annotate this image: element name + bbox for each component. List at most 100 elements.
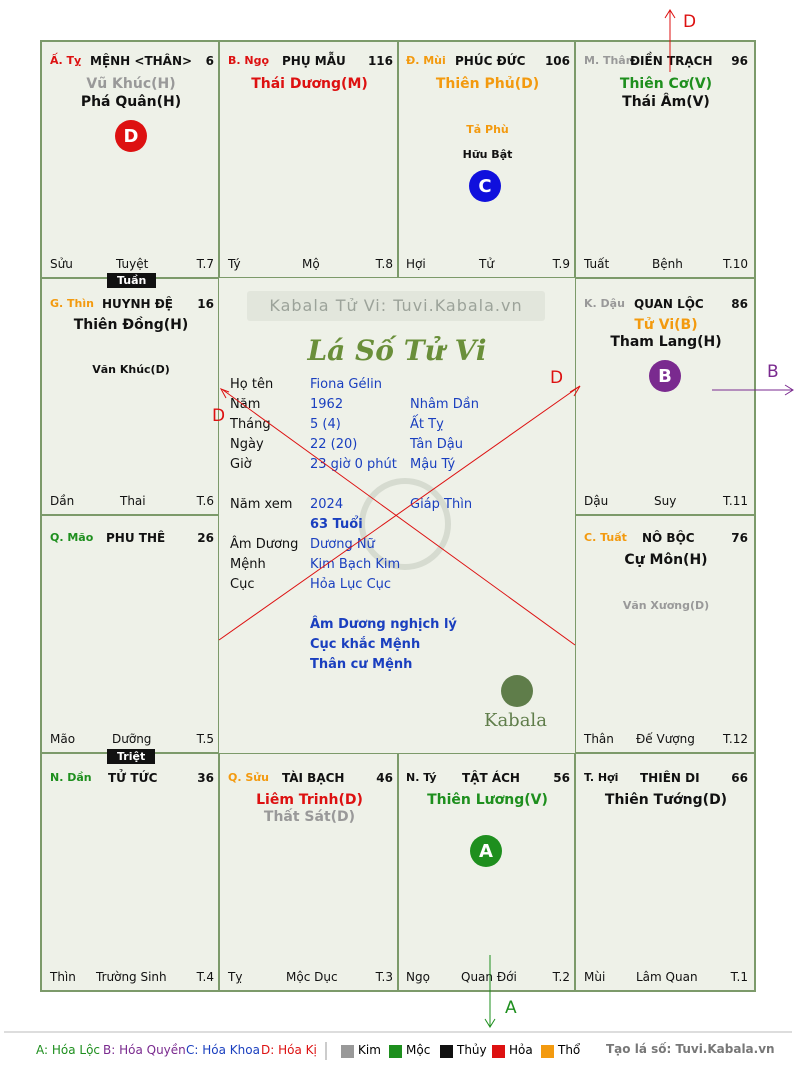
minor-star-ta-phu: Tả Phù [466, 123, 509, 136]
info-value: Dương Nữ [310, 537, 375, 552]
cell-foot-mid: Đế Vượng [636, 732, 695, 746]
note-am-duong: Âm Dương nghịch lý [310, 617, 457, 632]
palace-phu-mau: B. Ngọ PHỤ MẪU 116 Thái Dương(M) Tý Mộ T… [219, 41, 398, 278]
cell-foot-right: T.8 [375, 257, 393, 271]
palace-title: TÀI BẠCH [282, 771, 345, 785]
palace-title: PHÚC ĐỨC [455, 54, 526, 68]
arrow-label-top: D [683, 12, 697, 32]
cell-foot-mid: Trường Sinh [96, 970, 167, 984]
cell-foot-mid: Mộ [302, 257, 320, 271]
branch-label: N. Dần [50, 771, 92, 784]
palace-number: 36 [197, 771, 214, 785]
palace-quan-loc: K. Dậu QUAN LỘC 86 Tử Vi(B) Tham Lang(H)… [575, 278, 755, 515]
palace-title: ĐIỀN TRẠCH [630, 54, 713, 68]
swatch-moc [389, 1045, 402, 1058]
cell-foot-right: T.10 [723, 257, 748, 271]
arrow-right-head [784, 384, 794, 396]
info-value: 22 (20) [310, 437, 358, 452]
hoa-ki-badge: D [115, 120, 147, 152]
star-thien-co: Thiên Cơ(V) [619, 76, 713, 92]
star-thien-dong: Thiên Đồng(H) [73, 317, 189, 333]
arrow-label-bottom: A [505, 998, 517, 1018]
branch-label: K. Dậu [584, 297, 625, 310]
cell-foot-right: T.11 [723, 494, 748, 508]
cell-foot-mid: Quan Đới [461, 970, 517, 984]
palace-tat-ach: N. Tý TẬT ÁCH 56 Thiên Lương(V) A Ngọ Qu… [398, 753, 575, 991]
palace-dien-trach: M. Thân ĐIỀN TRẠCH 96 Thiên Cơ(V) Thái Â… [575, 41, 755, 278]
palace-phuc-duc: Đ. Mùi PHÚC ĐỨC 106 Thiên Phủ(D) Tả Phù … [398, 41, 575, 278]
info-value-can-chi: Ất Tỵ [410, 417, 444, 432]
triet-tag: Triệt [107, 749, 156, 764]
cell-foot-mid: Bệnh [652, 257, 683, 271]
info-label: Âm Dương [230, 537, 299, 552]
star-cu-mon: Cự Môn(H) [624, 552, 708, 568]
palace-title: PHỤ MẪU [282, 54, 346, 68]
chart-title: Lá Số Tử Vi [307, 334, 487, 367]
hoa-loc-badge: A [470, 835, 502, 867]
cell-foot-mid: Mộc Dục [286, 970, 338, 984]
palace-thien-di: T. Hợi THIÊN DI 66 Thiên Tướng(D) Mùi Lâ… [575, 753, 755, 991]
note-cuc-khac-menh: Cục khắc Mệnh [310, 637, 421, 652]
star-pha-quan: Phá Quân(H) [80, 94, 182, 110]
palace-title: THIÊN DI [640, 771, 700, 785]
palace-title: PHU THÊ [106, 531, 166, 545]
branch-label: Q. Sửu [228, 771, 269, 784]
star-that-sat: Thất Sát(D) [263, 809, 356, 825]
palace-title: QUAN LỘC [634, 297, 704, 311]
cell-foot-mid: Lâm Quan [636, 970, 698, 984]
palace-number: 86 [731, 297, 748, 311]
legend-hoa-ki: D: Hóa Kị [261, 1043, 317, 1057]
cell-foot-right: T.12 [723, 732, 748, 746]
palace-tai-bach: Q. Sửu TÀI BẠCH 46 Liêm Trinh(D) Thất Sá… [219, 753, 398, 991]
cell-foot-left: Thìn [50, 970, 76, 984]
info-value-can-chi: Nhâm Dần [410, 397, 479, 412]
cell-foot-left: Dậu [584, 494, 609, 508]
legend-hoa-khoa: C: Hóa Khoa [186, 1043, 260, 1057]
cell-foot-left: Tý [228, 257, 241, 271]
info-value: 1962 [310, 397, 344, 412]
star-liem-trinh: Liêm Trinh(D) [256, 792, 363, 808]
arrow-label-center-left: D [212, 406, 226, 426]
cell-foot-mid: Tuyệt [116, 257, 149, 271]
info-label: Ngày [230, 437, 264, 452]
branch-label: G. Thìn [50, 297, 94, 310]
info-value: 2024 [310, 497, 344, 512]
info-value-can-chi: Giáp Thìn [410, 497, 473, 512]
branch-label: Ấ. Tỵ [50, 54, 82, 67]
legend-kim: Kim [358, 1043, 381, 1057]
palace-title: TỬ TỨC [108, 771, 158, 785]
cell-foot-right: T.1 [730, 970, 748, 984]
info-label: Họ tên [230, 377, 274, 392]
star-thien-tuong: Thiên Tướng(D) [604, 792, 728, 808]
kabala-logo-icon [501, 675, 533, 707]
center-panel: Kabala Tử Vi: Tuvi.Kabala.vn Lá Số Tử Vi [219, 278, 575, 753]
swatch-kim [341, 1045, 354, 1058]
cell-foot-mid: Dưỡng [112, 732, 152, 746]
arrowhead-right [569, 385, 581, 397]
branch-label: C. Tuất [584, 531, 627, 544]
note-than-cu-menh: Thân cư Mệnh [310, 657, 413, 672]
info-value-can-chi: Tân Dậu [410, 437, 463, 452]
star-thai-duong: Thái Dương(M) [251, 76, 368, 92]
cell-foot-mid: Thai [120, 494, 146, 508]
star-thai-am: Thái Âm(V) [622, 94, 710, 110]
cell-foot-right: T.3 [375, 970, 393, 984]
branch-label: B. Ngọ [228, 54, 270, 67]
info-label: Mệnh [230, 557, 266, 572]
palace-number: 16 [197, 297, 214, 311]
branch-label: Q. Mão [50, 531, 94, 544]
palace-number: 116 [367, 54, 393, 68]
palace-number: 56 [553, 771, 570, 785]
cell-foot-left: Mão [50, 732, 76, 746]
arrow-down-head [484, 1018, 496, 1028]
info-value: 63 Tuổi [310, 517, 363, 532]
legend-site-link[interactable]: Tạo lá số: Tuvi.Kabala.vn [606, 1042, 775, 1056]
legend-hoa-loc: A: Hóa Lộc [36, 1043, 101, 1057]
star-thien-luong: Thiên Lương(V) [427, 792, 548, 808]
star-tham-lang: Tham Lang(H) [610, 334, 722, 350]
branch-label: Đ. Mùi [406, 54, 446, 67]
info-label: Tháng [230, 417, 271, 432]
swatch-hoa [492, 1045, 505, 1058]
palace-no-boc: C. Tuất NÔ BỘC 76 Cự Môn(H) Văn Xương(D)… [575, 515, 755, 753]
